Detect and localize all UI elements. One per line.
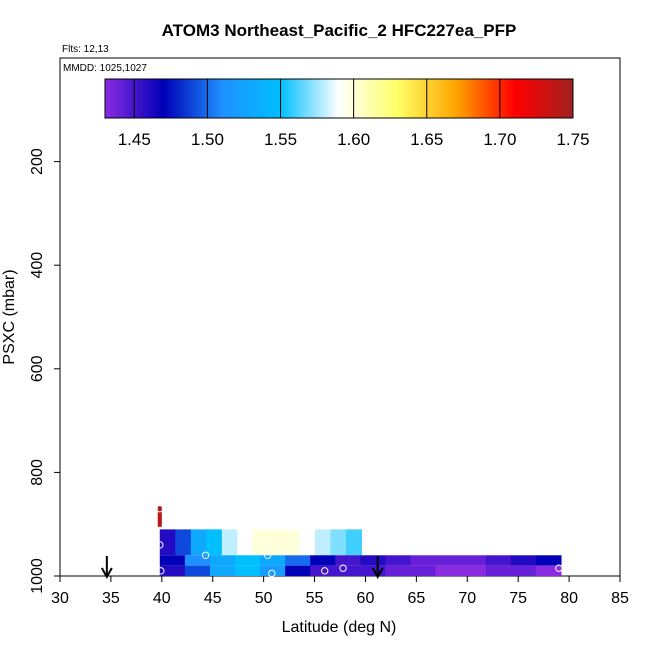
chart-title: ATOM3 Northeast_Pacific_2 HFC227ea_PFP bbox=[162, 21, 517, 40]
y-tick-label: 800 bbox=[29, 459, 46, 486]
heatmap-cell bbox=[235, 555, 261, 566]
colorbar-tick-label: 1.45 bbox=[118, 130, 151, 149]
heatmap-cell bbox=[535, 565, 562, 576]
heatmap-cell bbox=[175, 529, 192, 556]
x-axis: 30 35 40 45 50 55 60 65 70 75 80 85 bbox=[51, 576, 629, 607]
y-tick-label: 600 bbox=[29, 355, 46, 382]
colorbar bbox=[104, 78, 574, 119]
heatmap-cell bbox=[485, 555, 512, 566]
heatmap-cell bbox=[314, 529, 331, 556]
sample-point bbox=[339, 564, 347, 572]
x-tick-label: 60 bbox=[357, 590, 375, 607]
data-cells bbox=[157, 506, 562, 576]
sample-point bbox=[201, 551, 210, 559]
heatmap-cell bbox=[435, 565, 462, 576]
heatmap-cell bbox=[285, 555, 311, 566]
sample-point bbox=[157, 567, 165, 575]
heatmap-cell bbox=[235, 565, 261, 576]
x-axis-label: Latitude (deg N) bbox=[282, 619, 397, 636]
heatmap-cell bbox=[184, 555, 211, 566]
x-tick-label: 30 bbox=[51, 590, 69, 607]
sample-point bbox=[268, 569, 276, 578]
sample-points bbox=[156, 504, 563, 578]
x-tick-label: 85 bbox=[611, 590, 629, 607]
colorbar-tick-label: 1.70 bbox=[483, 130, 516, 149]
sample-point bbox=[321, 567, 329, 575]
heatmap-cell bbox=[285, 565, 311, 576]
x-tick-label: 80 bbox=[560, 590, 578, 607]
heatmap-cell bbox=[252, 529, 269, 556]
colorbar-tick-label: 1.50 bbox=[191, 130, 224, 149]
heatmap-cell bbox=[330, 529, 347, 556]
heatmap-cell bbox=[335, 555, 361, 566]
flights-label: Flts: 12,13 bbox=[62, 44, 109, 55]
heatmap-cell bbox=[410, 565, 437, 576]
heatmap-cell bbox=[410, 555, 437, 566]
sample-point bbox=[264, 551, 272, 559]
colorbar-tick-label: 1.60 bbox=[337, 130, 370, 149]
x-tick-label: 50 bbox=[255, 590, 273, 607]
heatmap-cell bbox=[283, 529, 300, 556]
sample-point bbox=[555, 564, 563, 572]
heatmap-cell bbox=[385, 565, 412, 576]
heatmap-cell bbox=[184, 565, 211, 576]
y-tick-label: 400 bbox=[29, 252, 46, 279]
sample-point bbox=[156, 541, 164, 549]
heatmap-cell bbox=[460, 565, 487, 576]
heatmap-cell bbox=[310, 565, 336, 576]
x-tick-label: 65 bbox=[407, 590, 425, 607]
heatmap-cell bbox=[157, 506, 162, 527]
heatmap-cell bbox=[335, 565, 361, 576]
heatmap-cell bbox=[435, 555, 462, 566]
heatmap-cell bbox=[190, 529, 207, 556]
mmdd-label: MMDD: 1025,1027 bbox=[63, 63, 147, 74]
heatmap-cell bbox=[510, 565, 537, 576]
x-tick-label: 35 bbox=[102, 590, 120, 607]
heatmap-cell bbox=[206, 529, 223, 556]
heatmap-cell bbox=[485, 565, 512, 576]
y-axis-label: PSXC (mbar) bbox=[1, 269, 18, 364]
heatmap-cell bbox=[299, 529, 316, 556]
heatmap-cell bbox=[460, 555, 487, 566]
heatmap-cell bbox=[237, 529, 254, 556]
y-tick-label: 200 bbox=[29, 148, 46, 175]
flight-arrow-head bbox=[100, 567, 113, 580]
heatmap-cell bbox=[510, 555, 537, 566]
heatmap-cell bbox=[360, 555, 387, 566]
heatmap-cell bbox=[268, 529, 285, 556]
heatmap-cell bbox=[221, 529, 238, 556]
x-tick-label: 40 bbox=[153, 590, 171, 607]
heatmap-cell bbox=[385, 555, 412, 566]
x-tick-label: 55 bbox=[306, 590, 324, 607]
heatmap-cell bbox=[159, 565, 186, 576]
colorbar-ticks: 1.45 1.50 1.55 1.60 1.65 1.70 1.75 bbox=[118, 79, 590, 149]
colorbar-tick-label: 1.65 bbox=[410, 130, 443, 149]
colorbar-tick-label: 1.75 bbox=[556, 130, 589, 149]
heatmap-cell bbox=[209, 555, 236, 566]
x-tick-label: 70 bbox=[458, 590, 476, 607]
y-tick-label: 1000 bbox=[29, 558, 46, 594]
flight-arrow-head bbox=[371, 567, 384, 580]
x-tick-label: 75 bbox=[509, 590, 527, 607]
x-tick-label: 45 bbox=[204, 590, 222, 607]
heatmap-cell bbox=[310, 555, 336, 566]
y-axis: 200 400 600 800 1000 bbox=[29, 148, 60, 594]
sample-point bbox=[156, 504, 164, 513]
heatmap-cell bbox=[535, 555, 562, 566]
heatmap-cell bbox=[159, 529, 176, 556]
flight-arrows bbox=[100, 556, 384, 580]
heatmap-cell bbox=[345, 529, 362, 556]
colorbar-tick-label: 1.55 bbox=[264, 130, 297, 149]
heatmap-cell bbox=[159, 555, 186, 566]
heatmap-cell bbox=[209, 565, 236, 576]
heatmap-cell bbox=[260, 555, 286, 566]
